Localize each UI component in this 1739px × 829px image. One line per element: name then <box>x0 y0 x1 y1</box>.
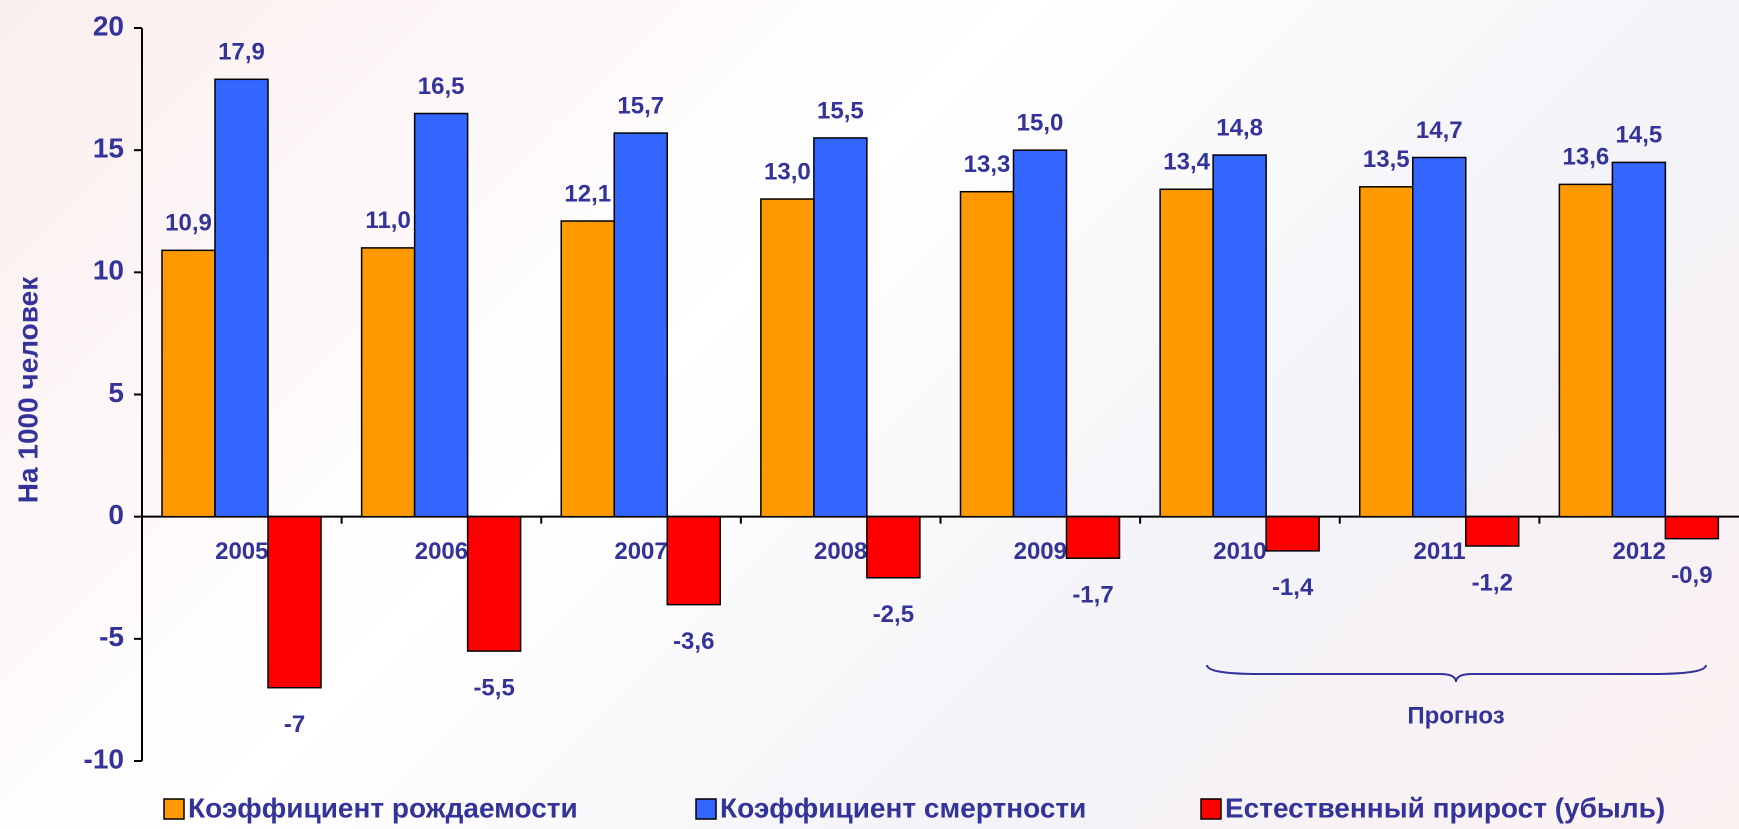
bar <box>1413 157 1466 516</box>
y-tick-label: 5 <box>108 377 124 408</box>
bar <box>415 114 468 517</box>
value-label: 17,9 <box>218 39 265 66</box>
x-tick-label: 2005 <box>215 538 268 565</box>
value-label: 15,7 <box>617 92 664 119</box>
bar <box>1067 517 1120 559</box>
x-tick-label: 2008 <box>814 538 867 565</box>
value-label: 16,5 <box>418 73 465 100</box>
value-label: -3,6 <box>673 628 714 655</box>
bar <box>867 517 920 578</box>
value-label: -7 <box>284 711 305 738</box>
bar <box>1612 162 1665 516</box>
x-tick-label: 2009 <box>1014 538 1067 565</box>
x-tick-label: 2007 <box>614 538 667 565</box>
value-label: -1,4 <box>1272 574 1314 601</box>
x-tick-label: 2010 <box>1213 538 1266 565</box>
legend-swatch <box>696 799 716 819</box>
bar <box>1160 189 1213 516</box>
value-label: 13,6 <box>1563 144 1610 171</box>
legend-label: Коэффициент рождаемости <box>188 792 578 823</box>
value-label: 14,8 <box>1216 114 1263 141</box>
value-label: 13,0 <box>764 158 811 185</box>
bar <box>667 517 720 605</box>
y-tick-label: 0 <box>108 499 124 530</box>
legend-label: Коэффициент смертности <box>720 792 1086 823</box>
bar <box>961 192 1014 517</box>
bar <box>1665 517 1718 539</box>
y-tick-label: -5 <box>99 621 124 652</box>
bar <box>268 517 321 688</box>
bar <box>468 517 521 651</box>
bar <box>1559 184 1612 516</box>
value-label: -1,7 <box>1072 582 1113 609</box>
chart: На 1000 человек Прогноз -10 -5 0 5 10 15 20 200… <box>0 0 1739 829</box>
value-label: -0,9 <box>1671 562 1712 589</box>
value-label: 10,9 <box>165 210 212 237</box>
legend-label: Естественный прирост (убыль) <box>1225 792 1665 823</box>
bar <box>761 199 814 517</box>
value-label: 12,1 <box>564 180 611 207</box>
x-tick-label: 2011 <box>1414 538 1466 565</box>
value-label: 11,0 <box>365 207 410 234</box>
value-label: 14,5 <box>1616 122 1663 149</box>
value-label: 13,3 <box>964 151 1011 178</box>
value-label: -5,5 <box>473 674 514 701</box>
legend-swatch <box>164 799 184 819</box>
y-tick-label: 15 <box>93 133 124 164</box>
y-axis-label: На 1000 человек <box>12 276 43 503</box>
value-label: 13,5 <box>1363 146 1410 173</box>
x-tick-label: 2006 <box>415 538 468 565</box>
bar <box>561 221 614 517</box>
legend-swatch <box>1201 799 1221 819</box>
value-label: -1,2 <box>1472 569 1513 596</box>
bar <box>215 79 268 516</box>
value-label: 15,5 <box>817 97 864 124</box>
annotation: Прогноз <box>1407 702 1504 729</box>
y-tick-label: -10 <box>84 743 124 774</box>
y-tick-label: 20 <box>93 10 124 41</box>
y-tick-label: 10 <box>93 255 124 286</box>
bar <box>1266 517 1319 551</box>
bar <box>1014 150 1067 517</box>
bar <box>162 250 215 516</box>
bar <box>614 133 667 517</box>
value-label: 14,7 <box>1416 117 1463 144</box>
bar <box>1466 517 1519 546</box>
bar <box>814 138 867 517</box>
bar <box>1213 155 1266 517</box>
value-label: 13,4 <box>1163 149 1210 176</box>
value-label: -2,5 <box>873 601 914 628</box>
forecast-brace <box>1207 665 1706 682</box>
bar <box>1360 187 1413 517</box>
value-label: 15,0 <box>1017 110 1064 137</box>
bar <box>362 248 415 517</box>
x-tick-label: 2012 <box>1612 538 1665 565</box>
